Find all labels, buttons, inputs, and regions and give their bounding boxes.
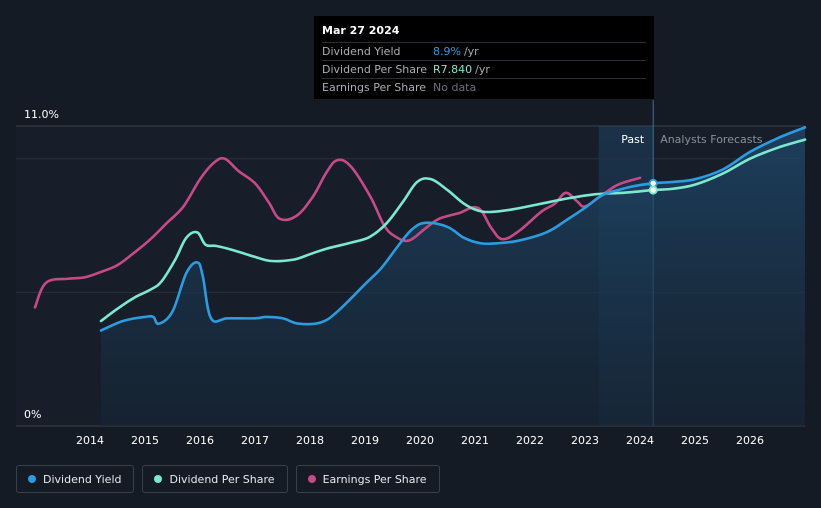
tooltip-unit: /yr bbox=[475, 63, 490, 76]
earnings-per-share-dot-icon bbox=[307, 475, 316, 483]
x-tick-label: 2024 bbox=[626, 434, 654, 447]
legend-item-dividend-yield[interactable]: Dividend Yield bbox=[16, 465, 135, 493]
x-tick-label: 2023 bbox=[571, 434, 599, 447]
dividend-yield-line bbox=[99, 126, 807, 332]
x-tick-label: 2022 bbox=[516, 434, 544, 447]
past-label: Past bbox=[621, 133, 645, 146]
legend-label: Dividend Yield bbox=[43, 472, 122, 486]
x-tick-label: 2015 bbox=[131, 434, 159, 447]
y-tick-label: 0% bbox=[24, 408, 41, 421]
legend: Dividend Yield Dividend Per Share Earnin… bbox=[16, 465, 440, 493]
x-tick-label: 2017 bbox=[241, 434, 269, 447]
dividend-yield-area bbox=[101, 127, 805, 427]
earnings-per-share-line bbox=[33, 156, 642, 309]
dividend-per-share-dot-icon bbox=[154, 475, 163, 483]
tooltip-value: R7.840 bbox=[433, 63, 473, 76]
legend-label: Earnings Per Share bbox=[322, 472, 427, 486]
tooltip-date: Mar 27 2024 bbox=[322, 24, 400, 37]
dividend-yield-dot-icon bbox=[28, 475, 36, 483]
tooltip-label: Earnings Per Share bbox=[322, 81, 427, 94]
x-tick-label: 2014 bbox=[76, 434, 104, 447]
dividend-per-share-marker bbox=[648, 185, 658, 195]
x-tick-label: 2026 bbox=[736, 434, 764, 447]
tooltip-value: 8.9% bbox=[433, 45, 461, 58]
tooltip-row-dividend-yield: Dividend Yield 8.9% /yr bbox=[322, 42, 646, 60]
y-tick-label: 11.0% bbox=[24, 108, 59, 121]
x-tick-label: 2018 bbox=[296, 434, 324, 447]
x-tick-label: 2021 bbox=[461, 434, 489, 447]
tooltip-label: Dividend Yield bbox=[322, 45, 401, 58]
legend-item-earnings-per-share[interactable]: Earnings Per Share bbox=[295, 465, 440, 493]
tooltip-row-dividend-per-share: Dividend Per Share R7.840 /yr bbox=[322, 60, 646, 78]
forecast-label: Analysts Forecasts bbox=[660, 133, 763, 146]
x-tick-label: 2025 bbox=[681, 434, 709, 447]
legend-item-dividend-per-share[interactable]: Dividend Per Share bbox=[142, 465, 288, 493]
x-tick-label: 2019 bbox=[351, 434, 379, 447]
tooltip-row-earnings-per-share: Earnings Per Share No data bbox=[322, 78, 646, 96]
x-tick-label: 2020 bbox=[406, 434, 434, 447]
tooltip-label: Dividend Per Share bbox=[322, 63, 428, 76]
tooltip-unit: /yr bbox=[463, 45, 479, 58]
x-tick-label: 2016 bbox=[186, 434, 214, 447]
legend-label: Dividend Per Share bbox=[169, 472, 275, 486]
tooltip: Mar 27 2024 Dividend Yield 8.9% /yr Divi… bbox=[314, 16, 654, 99]
tooltip-value: No data bbox=[433, 81, 477, 94]
